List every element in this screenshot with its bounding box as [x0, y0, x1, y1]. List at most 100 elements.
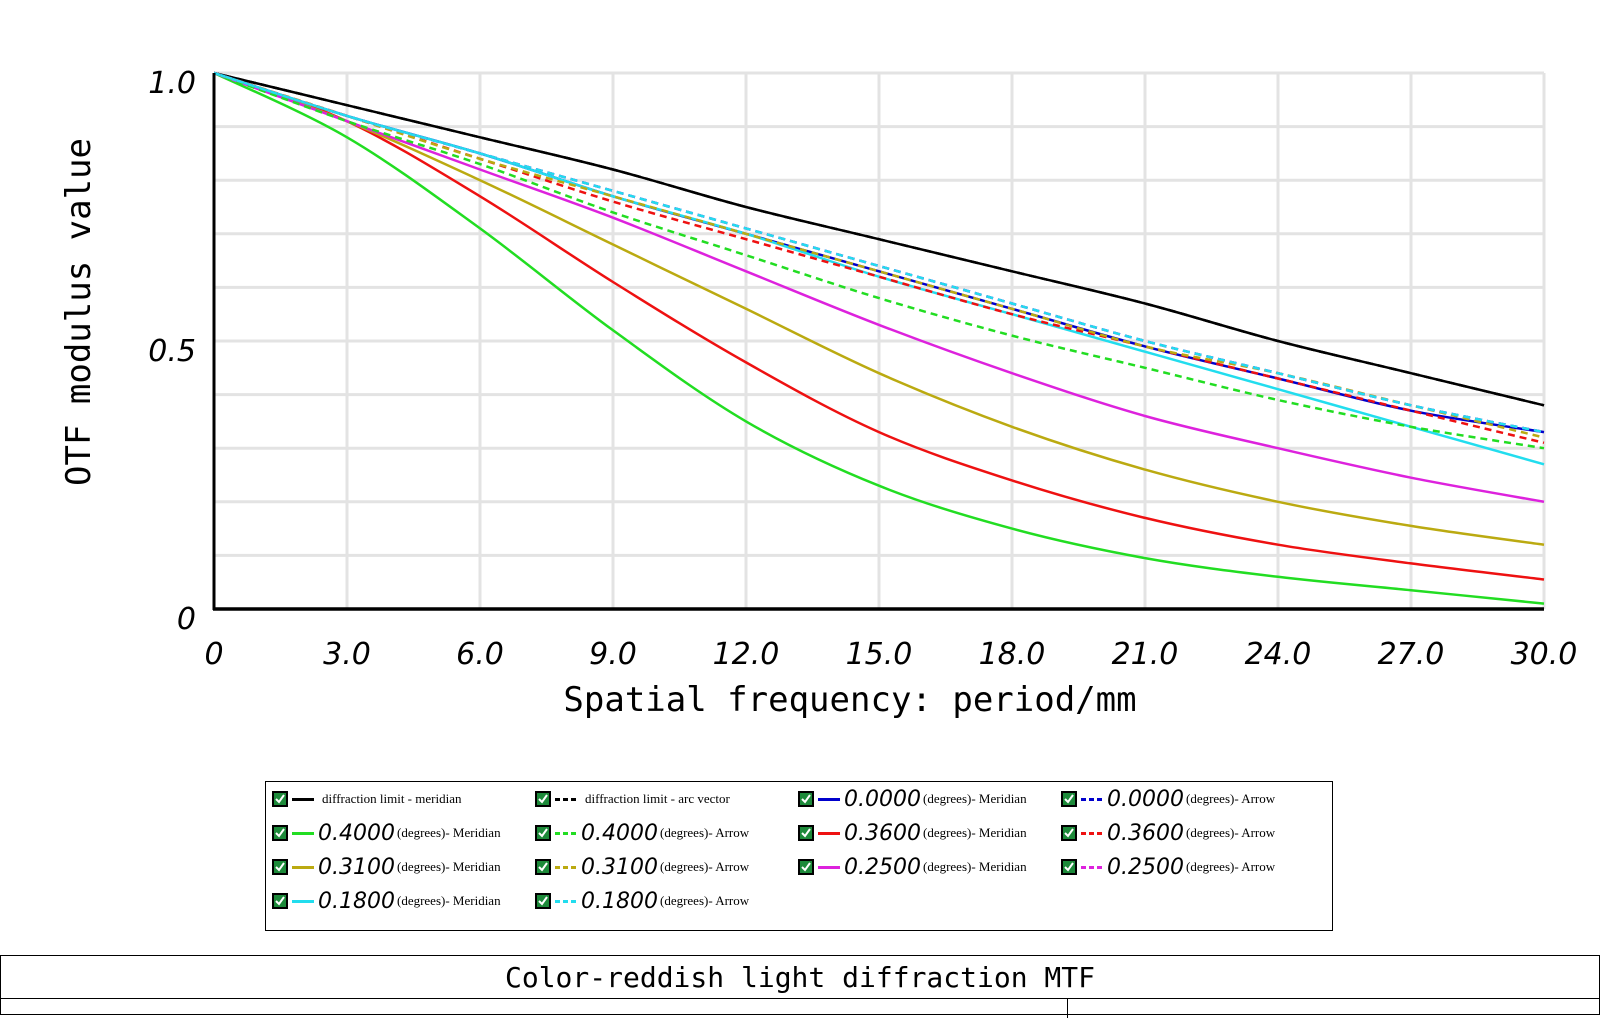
- legend-swatch: [555, 899, 577, 903]
- legend-swatch: [292, 865, 314, 869]
- legend-swatch: [818, 865, 840, 869]
- series-line-4: [213, 71, 1545, 605]
- legend-item-5[interactable]: 0.4000 (degrees)- Arrow: [535, 818, 749, 848]
- y-tick-label: 1.0: [148, 66, 196, 101]
- series-line-12: [213, 71, 1545, 466]
- legend-checkbox-checked-icon[interactable]: [1061, 791, 1077, 807]
- legend-value: 0.0000: [1107, 786, 1184, 812]
- legend-checkbox-checked-icon[interactable]: [798, 791, 814, 807]
- legend-checkbox-checked-icon[interactable]: [272, 859, 288, 875]
- legend-item-11[interactable]: 0.2500 (degrees)- Arrow: [1061, 852, 1275, 882]
- legend-item-4[interactable]: 0.4000 (degrees)- Meridian: [272, 818, 501, 848]
- series-line-8: [213, 71, 1545, 546]
- legend-item-7[interactable]: 0.3600 (degrees)- Arrow: [1061, 818, 1275, 848]
- y-axis-label: OTF modulus value: [59, 138, 99, 486]
- legend-item-0[interactable]: diffraction limit - meridian: [272, 784, 461, 814]
- legend-item-6[interactable]: 0.3600 (degrees)- Meridian: [798, 818, 1027, 848]
- legend-swatch: [292, 831, 314, 835]
- legend-value: 0.1800: [318, 888, 395, 914]
- x-axis-label: Spatial frequency: period/mm: [563, 680, 1136, 720]
- legend-unit: (degrees)- Meridian: [396, 893, 501, 908]
- mtf-chart: 0 3.0 6.0 9.0 12.0 15.0 18.0 21.0 24.0 27.0 30.0 0 0…: [59, 66, 1577, 720]
- legend-unit: (degrees)- Arrow: [659, 859, 750, 874]
- legend-unit: (degrees)- Meridian: [396, 859, 501, 874]
- legend-swatch: [555, 831, 577, 835]
- legend-swatch: [555, 797, 577, 801]
- series-line-6: [213, 71, 1545, 581]
- legend-unit: (degrees)- Arrow: [659, 825, 750, 840]
- legend-value: 0.4000: [581, 820, 658, 846]
- x-tick-label: 3.0: [323, 637, 371, 672]
- legend-checkbox-checked-icon[interactable]: [535, 859, 551, 875]
- legend-checkbox-checked-icon[interactable]: [272, 893, 288, 909]
- legend-item-1[interactable]: diffraction limit - arc vector: [535, 784, 730, 814]
- legend-value: 0.4000: [318, 820, 395, 846]
- legend-value: 0.2500: [1107, 854, 1184, 880]
- chart-grid: [212, 71, 1546, 611]
- legend-label: diffraction limit - meridian: [322, 791, 462, 806]
- legend-item-8[interactable]: 0.3100 (degrees)- Meridian: [272, 852, 501, 882]
- legend-value: 0.0000: [844, 786, 921, 812]
- chart-axes: [212, 73, 1544, 611]
- series-line-5: [213, 71, 1545, 450]
- legend-unit: (degrees)- Arrow: [659, 893, 750, 908]
- x-tick-label: 24.0: [1245, 637, 1312, 672]
- series-line-10: [213, 71, 1545, 504]
- legend-value: 0.2500: [844, 854, 921, 880]
- legend-unit: (degrees)- Meridian: [922, 825, 1027, 840]
- legend-swatch: [818, 797, 840, 801]
- title-box-divider: [1, 998, 1600, 999]
- chart-series-lines: [213, 71, 1545, 605]
- x-tick-label: 15.0: [846, 637, 913, 672]
- legend-item-3[interactable]: 0.0000 (degrees)- Arrow: [1061, 784, 1275, 814]
- legend-item-9[interactable]: 0.3100 (degrees)- Arrow: [535, 852, 749, 882]
- y-tick-label: 0.5: [148, 334, 196, 369]
- legend-checkbox-checked-icon[interactable]: [535, 825, 551, 841]
- x-tick-label: 12.0: [713, 637, 780, 672]
- legend-checkbox-checked-icon[interactable]: [272, 825, 288, 841]
- legend-swatch: [292, 797, 314, 801]
- chart-legend: diffraction limit - meridian diffraction …: [265, 781, 1333, 931]
- legend-unit: (degrees)- Arrow: [1185, 825, 1276, 840]
- legend-value: 0.3600: [1107, 820, 1184, 846]
- legend-checkbox-checked-icon[interactable]: [535, 893, 551, 909]
- legend-swatch: [555, 865, 577, 869]
- legend-checkbox-checked-icon[interactable]: [798, 859, 814, 875]
- legend-checkbox-checked-icon[interactable]: [535, 791, 551, 807]
- x-tick-label: 0: [204, 637, 223, 672]
- title-box-column-divider: [1067, 998, 1068, 1018]
- x-tick-label: 21.0: [1112, 637, 1179, 672]
- x-tick-label: 18.0: [979, 637, 1046, 672]
- legend-checkbox-checked-icon[interactable]: [1061, 825, 1077, 841]
- legend-label: diffraction limit - arc vector: [585, 791, 730, 806]
- chart-title: Color-reddish light diffraction MTF: [504, 961, 1095, 994]
- legend-item-2[interactable]: 0.0000 (degrees)- Meridian: [798, 784, 1027, 814]
- chart-tick-labels: 0 3.0 6.0 9.0 12.0 15.0 18.0 21.0 24.0 27.0 30.0 0 0…: [148, 66, 1577, 672]
- x-tick-label: 27.0: [1378, 637, 1445, 672]
- x-tick-label: 9.0: [589, 637, 637, 672]
- legend-unit: (degrees)- Meridian: [922, 859, 1027, 874]
- x-tick-label: 30.0: [1511, 637, 1578, 672]
- legend-value: 0.3600: [844, 820, 921, 846]
- legend-swatch: [292, 899, 314, 903]
- x-tick-label: 6.0: [456, 637, 504, 672]
- series-line-1: [213, 71, 1545, 407]
- legend-item-10[interactable]: 0.2500 (degrees)- Meridian: [798, 852, 1027, 882]
- legend-swatch: [818, 831, 840, 835]
- legend-value: 0.3100: [581, 854, 658, 880]
- legend-swatch: [1081, 865, 1103, 869]
- legend-checkbox-checked-icon[interactable]: [1061, 859, 1077, 875]
- legend-checkbox-checked-icon[interactable]: [798, 825, 814, 841]
- title-box: Color-reddish light diffraction MTF: [0, 955, 1600, 1018]
- legend-value: 0.3100: [318, 854, 395, 880]
- legend-item-12[interactable]: 0.1800 (degrees)- Meridian: [272, 886, 501, 916]
- legend-swatch: [1081, 831, 1103, 835]
- legend-item-13[interactable]: 0.1800 (degrees)- Arrow: [535, 886, 749, 916]
- legend-checkbox-checked-icon[interactable]: [272, 791, 288, 807]
- legend-unit: (degrees)- Meridian: [396, 825, 501, 840]
- legend-value: 0.1800: [581, 888, 658, 914]
- legend-swatch: [1081, 797, 1103, 801]
- legend-unit: (degrees)- Arrow: [1185, 859, 1276, 874]
- y-tick-label: 0: [177, 602, 196, 637]
- legend-unit: (degrees)- Meridian: [922, 791, 1027, 806]
